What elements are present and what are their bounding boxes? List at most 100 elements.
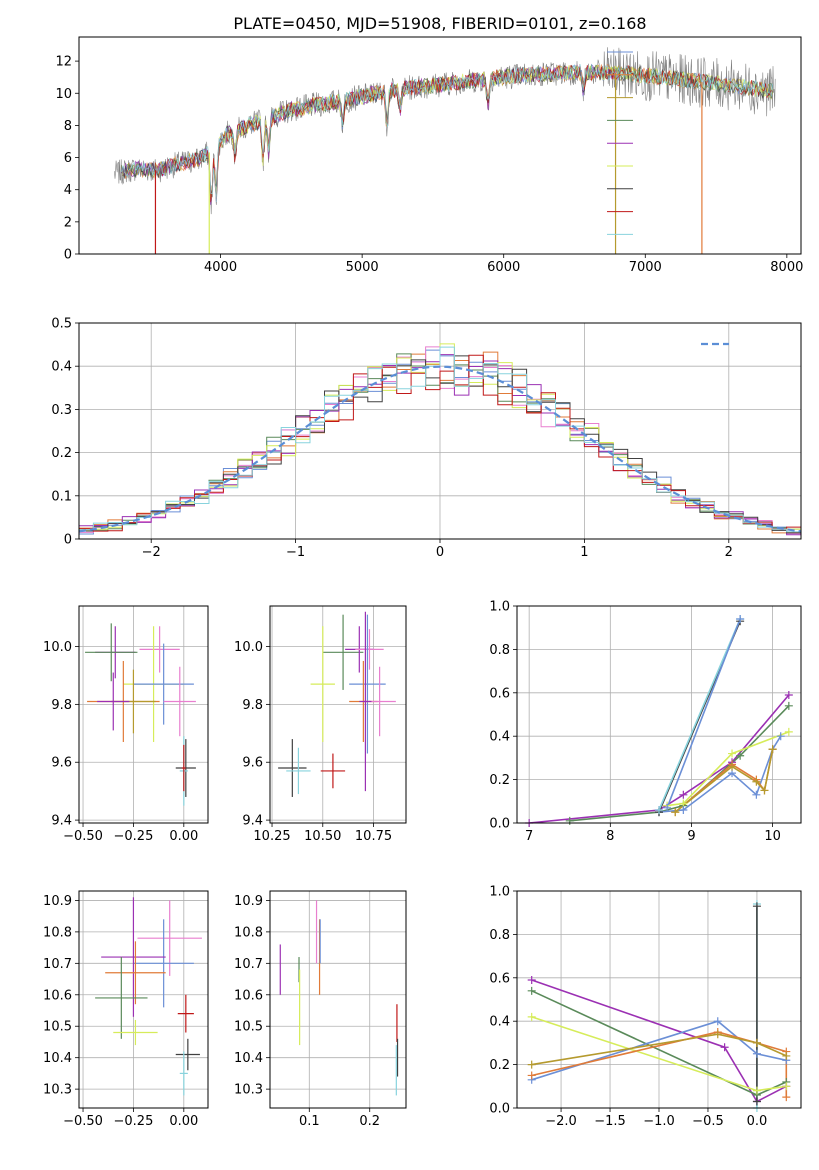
y-tick-label: 12 — [55, 55, 72, 70]
y-tick-label: 0.0 — [489, 817, 510, 832]
weight-marker — [736, 751, 745, 760]
x-tick-label: 10 — [764, 829, 781, 844]
y-tick-label: 0.4 — [489, 1015, 510, 1030]
weight-line-0 — [529, 694, 790, 823]
weight-marker — [782, 1093, 791, 1102]
x-tick-label: −2 — [142, 545, 161, 560]
y-tick-label: 0.6 — [489, 971, 510, 986]
x-tick-label: 6000 — [487, 260, 520, 275]
panel-mass_vs_EBV: 0.1 0.2 10.3 10.4 10.5 10.6 10.7 10.8 10.9 — [234, 890, 407, 1129]
x-tick-label: 1 — [580, 545, 588, 560]
y-tick-label: 0.3 — [51, 403, 72, 418]
weight-marker — [736, 615, 745, 624]
x-tick-label: 10.25 — [253, 829, 290, 844]
y-tick-label: 10 — [55, 87, 72, 102]
y-tick-label: 4 — [64, 183, 72, 198]
weight-marker — [784, 701, 793, 710]
weight-line-3 — [658, 735, 782, 813]
y-tick-label: 0.5 — [51, 317, 72, 332]
plot-area-residuals — [79, 343, 801, 538]
y-tick-label: 9.6 — [51, 756, 72, 771]
x-tick-label: −0.25 — [114, 1114, 154, 1129]
weight-marker — [713, 1017, 722, 1026]
weight-line-0 — [531, 979, 787, 1103]
y-tick-label: 0.0 — [489, 1102, 510, 1117]
y-tick-label: 10.6 — [43, 988, 72, 1003]
axes-frame — [78, 890, 209, 1109]
x-tick-label: 9 — [687, 829, 695, 844]
weight-marker — [782, 1051, 791, 1060]
y-tick-label: 0.1 — [51, 489, 72, 504]
weight-marker — [527, 1071, 536, 1080]
x-tick-label: 0.2 — [359, 1114, 380, 1129]
axes-frame — [78, 322, 802, 540]
weight-marker — [752, 777, 761, 786]
x-tick-label: 0.0 — [747, 1114, 768, 1129]
axes-frame — [516, 890, 802, 1109]
weight-line-4 — [674, 749, 774, 813]
panel-mass_weight_vs_age: 7 8 9 10 0.0 0.2 0.4 0.6 0.8 1.0 — [489, 600, 802, 844]
x-tick-label: −0.25 — [114, 829, 154, 844]
weight-marker — [527, 975, 536, 984]
plot-area-age_vs_mass — [278, 611, 396, 797]
x-tick-label: −0.50 — [63, 829, 103, 844]
x-tick-label: −0.50 — [63, 1114, 103, 1129]
x-tick-label: 2 — [725, 545, 733, 560]
model-line-2 — [121, 65, 774, 202]
weight-marker — [527, 1060, 536, 1069]
y-tick-label: 0.2 — [489, 773, 510, 788]
panel-age_vs_mass: 10.25 10.50 10.75 9.4 9.6 9.8 10.0 — [234, 605, 407, 844]
y-tick-label: 6 — [64, 151, 72, 166]
weight-marker — [720, 1043, 729, 1052]
x-tick-label: −2.0 — [545, 1114, 577, 1129]
weight-marker — [768, 745, 777, 754]
x-tick-label: −1.0 — [643, 1114, 675, 1129]
y-tick-label: 10.0 — [43, 640, 72, 655]
x-tick-label: 10.50 — [304, 829, 341, 844]
weight-marker — [752, 1049, 761, 1058]
weight-marker — [679, 790, 688, 799]
x-tick-label: 8 — [606, 829, 614, 844]
panel-spectrum: 4000 5000 6000 7000 8000 0 2 4 6 8 10 12 — [55, 36, 803, 275]
y-tick-label: 10.7 — [43, 957, 72, 972]
y-tick-label: 10.9 — [234, 894, 263, 909]
model-line-7 — [155, 64, 773, 203]
y-tick-label: 9.4 — [51, 814, 72, 829]
x-tick-label: 0.00 — [169, 1114, 198, 1129]
weight-marker — [752, 790, 761, 799]
y-tick-label: 10.0 — [234, 640, 263, 655]
weight-marker — [752, 1086, 761, 1095]
figure-title: PLATE=0450, MJD=51908, FIBERID=0101, z=0… — [233, 14, 646, 33]
x-tick-label: −0.5 — [692, 1114, 724, 1129]
x-tick-label: 7 — [525, 829, 533, 844]
weight-marker — [784, 727, 793, 736]
y-tick-label: 10.5 — [234, 1020, 263, 1035]
y-tick-label: 9.4 — [242, 814, 263, 829]
panel-age_vs_Z: −0.50 −0.25 0.00 9.4 9.6 9.8 10.0 — [43, 605, 209, 844]
y-tick-label: 10.8 — [43, 925, 72, 940]
weight-marker — [752, 1038, 761, 1047]
x-tick-label: 7000 — [629, 260, 662, 275]
weight-marker — [782, 1082, 791, 1091]
weight-line-7 — [658, 618, 741, 811]
y-tick-label: 0.2 — [51, 446, 72, 461]
y-tick-label: 0.4 — [489, 730, 510, 745]
weight-marker — [752, 902, 761, 911]
y-tick-label: 1.0 — [489, 600, 510, 615]
axes-frame — [516, 605, 802, 824]
y-tick-label: 0.6 — [489, 686, 510, 701]
y-tick-label: 1.0 — [489, 885, 510, 900]
y-tick-label: 0.2 — [489, 1058, 510, 1073]
weight-line-8 — [666, 618, 741, 809]
weight-marker — [728, 762, 737, 771]
axes-frame — [269, 890, 407, 1109]
x-tick-label: 0.00 — [169, 829, 198, 844]
plot-area-mass_weight_vs_Z — [531, 904, 788, 1108]
weight-marker — [713, 1030, 722, 1039]
y-tick-label: 9.8 — [51, 698, 72, 713]
weight-marker — [728, 749, 737, 758]
weight-marker — [784, 690, 793, 699]
y-tick-label: 9.6 — [242, 756, 263, 771]
weight-marker — [663, 803, 672, 812]
